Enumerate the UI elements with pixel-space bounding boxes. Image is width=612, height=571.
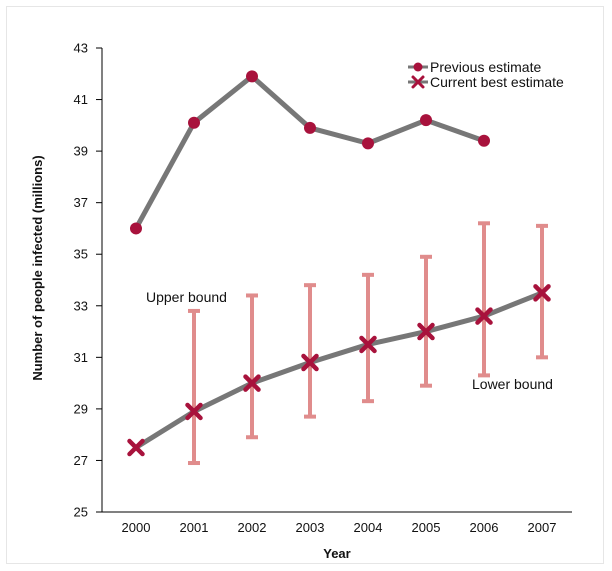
chart-frame xyxy=(6,6,604,564)
legend-label-current: Current best estimate xyxy=(430,74,564,90)
x-tick-label: 2000 xyxy=(122,520,151,535)
series-line-previous xyxy=(133,73,487,231)
error-bar xyxy=(362,272,374,404)
upper-bound-annotation: Upper bound xyxy=(146,289,227,305)
legend-marker-current xyxy=(411,75,425,89)
y-tick-label: 31 xyxy=(74,350,88,365)
data-point-current xyxy=(359,335,377,354)
error-bar xyxy=(478,221,490,378)
x-tick-label: 2003 xyxy=(296,520,325,535)
legend-item-previous: Previous estimate xyxy=(408,59,541,75)
error-bar xyxy=(188,308,200,466)
data-point-current xyxy=(243,374,261,392)
data-point-current xyxy=(127,438,145,457)
y-tick-label: 41 xyxy=(74,92,88,107)
data-point-current xyxy=(533,284,551,302)
series-line-current xyxy=(133,290,545,451)
x-tick-label: 2006 xyxy=(470,520,499,535)
y-tick-label: 35 xyxy=(74,247,88,262)
y-axis-title: Number of people infected (millions) xyxy=(30,155,45,380)
y-tick-label: 29 xyxy=(74,401,88,416)
y-tick-label: 33 xyxy=(74,298,88,313)
data-point-previous xyxy=(362,137,374,150)
legend: Previous estimate Current best estimate xyxy=(408,59,564,90)
error-bars xyxy=(188,221,548,466)
data-point-previous xyxy=(420,114,432,127)
data-point-current xyxy=(417,322,435,341)
y-tick-label: 43 xyxy=(74,41,88,56)
data-point-previous xyxy=(246,70,258,83)
legend-label-previous: Previous estimate xyxy=(430,59,541,75)
y-tick-label: 37 xyxy=(74,195,88,210)
y-tick-label: 39 xyxy=(74,144,88,159)
data-point-current xyxy=(185,402,203,421)
data-point-previous xyxy=(188,116,200,129)
x-tick-label: 2007 xyxy=(528,520,557,535)
x-tick-label: 2002 xyxy=(238,520,267,535)
lower-bound-annotation: Lower bound xyxy=(472,376,553,392)
data-point-current xyxy=(475,307,493,325)
y-ticks: 25 27 29 31 33 35 37 39 41 43 xyxy=(74,41,102,520)
y-tick-label: 25 xyxy=(74,505,88,520)
data-point-previous xyxy=(478,134,490,147)
error-bar xyxy=(304,283,316,419)
x-tick-label: 2004 xyxy=(354,520,383,535)
error-bar xyxy=(420,254,432,388)
x-tick-label: 2005 xyxy=(412,520,441,535)
data-point-current xyxy=(301,353,319,372)
y-tick-label: 27 xyxy=(74,453,88,468)
legend-item-current: Current best estimate xyxy=(408,74,564,90)
x-tick-label: 2001 xyxy=(180,520,209,535)
legend-marker-previous xyxy=(413,62,423,72)
error-bar xyxy=(246,293,258,440)
data-point-previous xyxy=(304,121,316,134)
axes xyxy=(101,48,572,513)
data-point-previous xyxy=(130,222,142,235)
series-current-best-estimate xyxy=(127,284,551,457)
x-axis-title: Year xyxy=(323,546,350,561)
x-ticks: 2000 2001 2002 2003 2004 2005 2006 2007 xyxy=(122,520,557,535)
series-previous-estimate xyxy=(130,70,490,235)
